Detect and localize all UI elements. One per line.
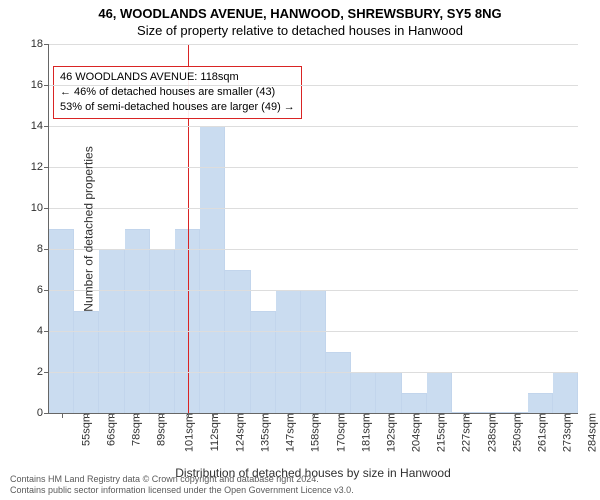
bar	[326, 352, 351, 414]
xtick-label: 135sqm	[253, 413, 271, 452]
xtick-label: 204sqm	[405, 413, 423, 452]
ytick-label: 16	[23, 79, 49, 91]
gridline	[49, 372, 578, 373]
xtick-label: 250sqm	[505, 413, 523, 452]
xtick-mark	[389, 413, 390, 418]
xtick-label: 284sqm	[581, 413, 599, 452]
xtick-label: 192sqm	[379, 413, 397, 452]
bar	[276, 290, 301, 413]
ytick-label: 8	[23, 243, 49, 255]
xtick-label: 78sqm	[124, 413, 142, 446]
xtick-label: 89sqm	[150, 413, 168, 446]
bar	[225, 270, 250, 414]
ytick-label: 2	[23, 366, 49, 378]
xtick-label: 112sqm	[203, 413, 221, 451]
ytick-label: 14	[23, 120, 49, 132]
xtick-label: 147sqm	[279, 413, 297, 452]
xtick-label: 101sqm	[178, 413, 196, 452]
ytick-label: 10	[23, 202, 49, 214]
page-subtitle: Size of property relative to detached ho…	[0, 21, 600, 38]
ytick-label: 0	[23, 407, 49, 419]
bar	[301, 290, 326, 413]
gridline	[49, 167, 578, 168]
xtick-mark	[364, 413, 365, 418]
xtick-label: 227sqm	[455, 413, 473, 452]
gridline	[49, 85, 578, 86]
xtick-mark	[288, 413, 289, 418]
gridline	[49, 290, 578, 291]
xtick-mark	[263, 413, 264, 418]
footer-attribution: Contains HM Land Registry data © Crown c…	[10, 474, 354, 497]
bar	[351, 372, 376, 413]
annotation-box: 46 WOODLANDS AVENUE: 118sqm← 46% of deta…	[53, 66, 302, 119]
plot-area: 46 WOODLANDS AVENUE: 118sqm← 46% of deta…	[48, 44, 578, 414]
gridline	[49, 249, 578, 250]
page-title: 46, WOODLANDS AVENUE, HANWOOD, SHREWSBUR…	[0, 0, 600, 21]
xtick-label: 124sqm	[228, 413, 246, 452]
bar	[125, 229, 150, 414]
footer-line-2: Contains public sector information licen…	[10, 485, 354, 496]
bar	[200, 126, 225, 413]
bar	[553, 372, 578, 413]
xtick-mark	[490, 413, 491, 418]
xtick-label: 66sqm	[99, 413, 117, 446]
bar	[402, 393, 427, 414]
gridline	[49, 331, 578, 332]
ytick-label: 12	[23, 161, 49, 173]
xtick-mark	[439, 413, 440, 418]
y-axis-label: Number of detached properties	[82, 146, 96, 311]
ytick-label: 18	[23, 38, 49, 50]
xtick-mark	[515, 413, 516, 418]
xtick-mark	[188, 413, 189, 418]
xtick-mark	[238, 413, 239, 418]
bar	[427, 372, 452, 413]
annotation-line: 46 WOODLANDS AVENUE: 118sqm	[60, 70, 295, 85]
bar	[74, 311, 99, 414]
ytick-label: 4	[23, 325, 49, 337]
xtick-mark	[540, 413, 541, 418]
xtick-label: 55sqm	[74, 413, 92, 446]
bar	[528, 393, 553, 414]
xtick-label: 261sqm	[531, 413, 549, 452]
bar	[49, 229, 74, 414]
xtick-mark	[87, 413, 88, 418]
xtick-mark	[112, 413, 113, 418]
xtick-label: 181sqm	[354, 413, 372, 452]
histogram-chart: 46 WOODLANDS AVENUE: 118sqm← 46% of deta…	[48, 44, 578, 414]
bar	[251, 311, 276, 414]
xtick-label: 238sqm	[480, 413, 498, 452]
xtick-mark	[565, 413, 566, 418]
xtick-mark	[213, 413, 214, 418]
xtick-mark	[414, 413, 415, 418]
annotation-line: ← 46% of detached houses are smaller (43…	[60, 85, 295, 100]
xtick-label: 273sqm	[556, 413, 574, 452]
xtick-label: 215sqm	[430, 413, 448, 452]
xtick-mark	[62, 413, 63, 418]
gridline	[49, 126, 578, 127]
annotation-line: 53% of semi-detached houses are larger (…	[60, 100, 295, 115]
gridline	[49, 208, 578, 209]
footer-line-1: Contains HM Land Registry data © Crown c…	[10, 474, 354, 485]
xtick-label: 170sqm	[329, 413, 347, 452]
bar	[376, 372, 401, 413]
xtick-mark	[162, 413, 163, 418]
xtick-mark	[339, 413, 340, 418]
xtick-mark	[465, 413, 466, 418]
xtick-mark	[137, 413, 138, 418]
xtick-mark	[314, 413, 315, 418]
gridline	[49, 44, 578, 45]
ytick-label: 6	[23, 284, 49, 296]
xtick-label: 158sqm	[304, 413, 322, 452]
